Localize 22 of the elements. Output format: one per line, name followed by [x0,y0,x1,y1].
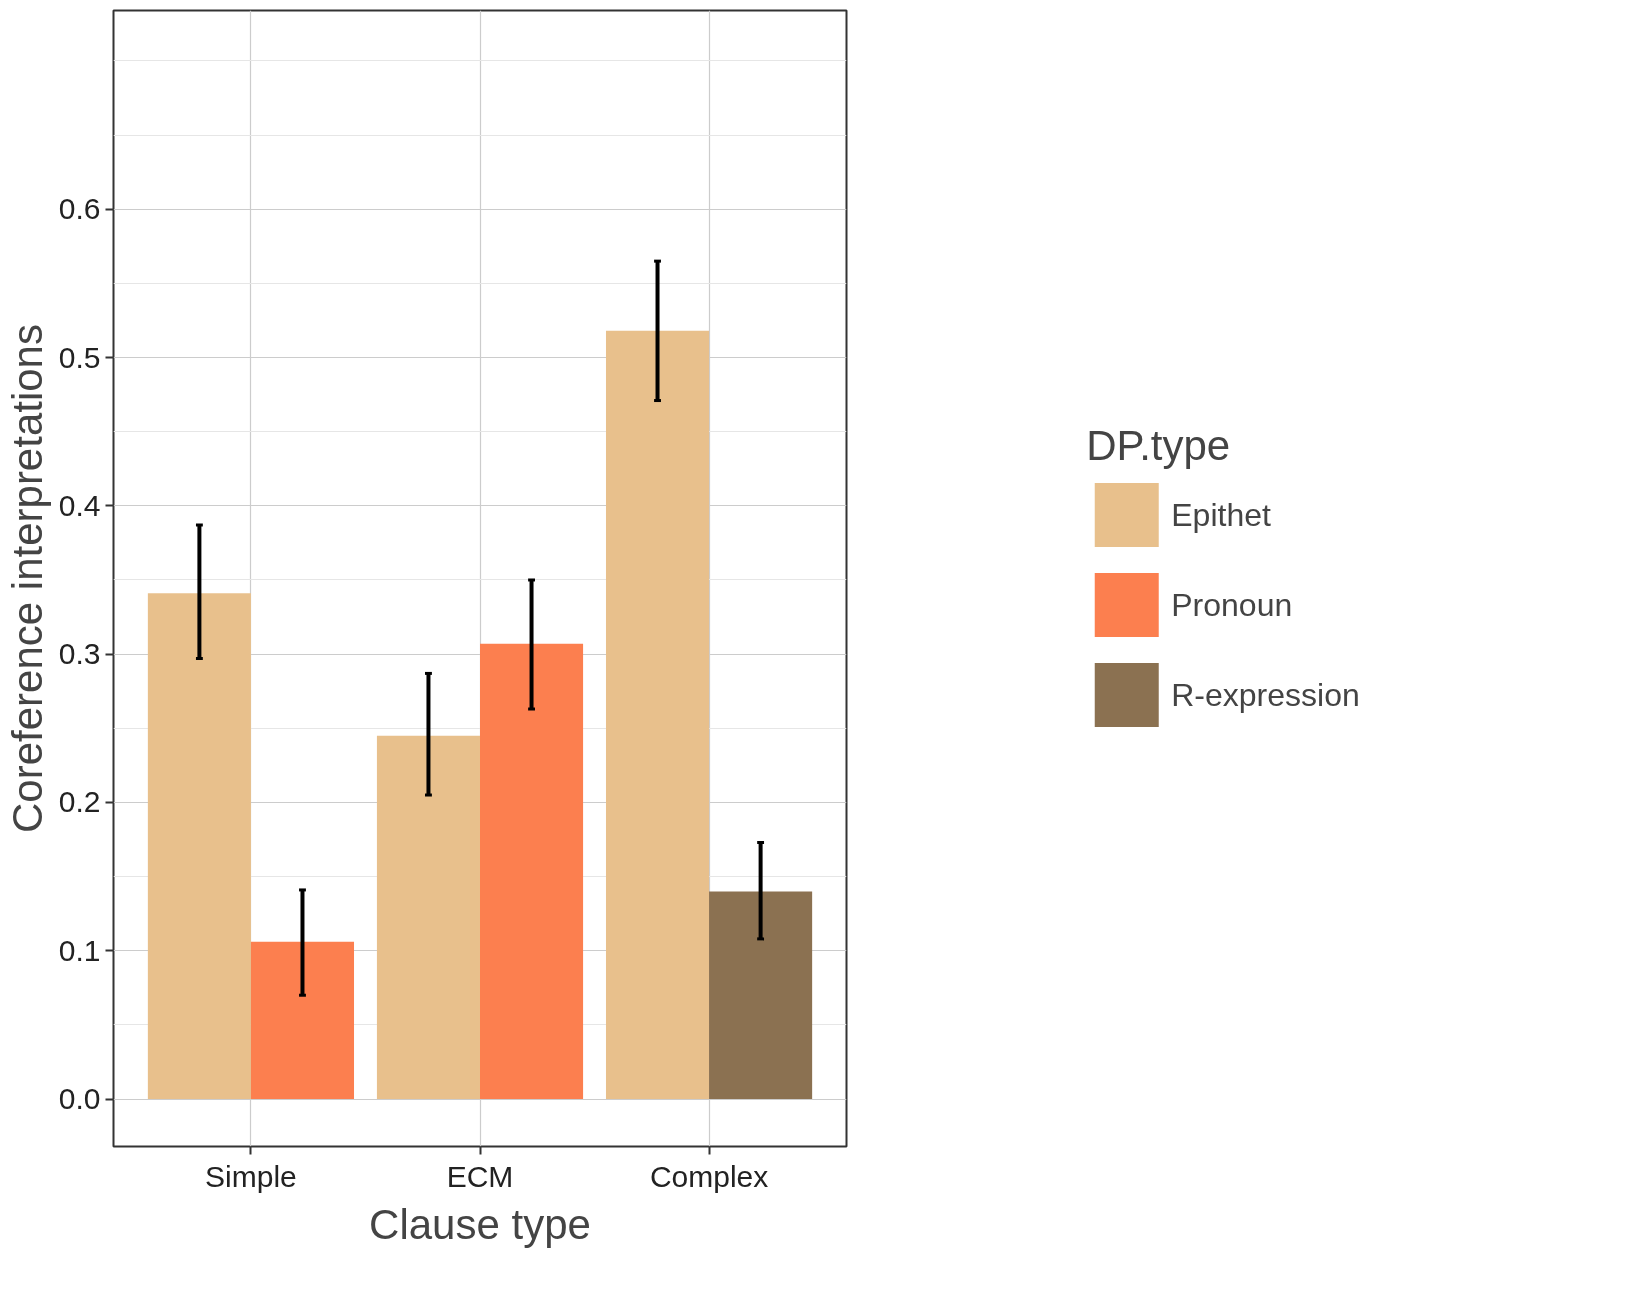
x-tick-label: Complex [649,1159,769,1193]
bar [250,941,355,1100]
y-tick-label: 0.0 [58,1082,101,1116]
y-tick-label: 0.3 [58,637,101,671]
x-tick-label: ECM [446,1159,514,1193]
legend-label: Epithet [1171,495,1271,535]
bar [480,643,584,1100]
bar [605,330,710,1100]
bar [376,735,480,1100]
legend-label: Pronoun [1171,585,1293,624]
bar [147,593,251,1100]
x-tick-label: Simple [205,1159,297,1193]
bar [709,891,813,1100]
legend-title: DP.type [1086,421,1232,470]
y-axis-title: Coreference interpretations [3,324,51,833]
x-axis-title: Clause type [369,1200,591,1248]
legend-label: R-expression [1171,675,1360,715]
y-tick-label: 0.4 [58,488,101,522]
y-tick-label: 0.5 [58,340,101,374]
y-tick-label: 0.6 [58,192,101,226]
y-tick-label: 0.2 [58,785,101,819]
y-tick-label: 0.1 [58,933,101,967]
